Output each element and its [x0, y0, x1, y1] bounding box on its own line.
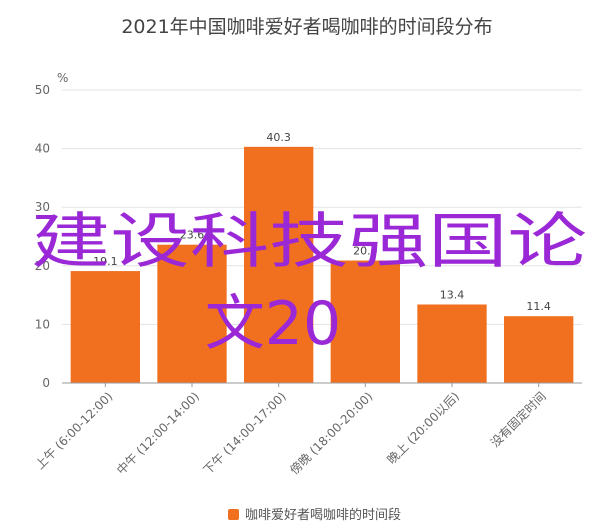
watermark-line-1: 建设科技强国论	[31, 207, 587, 277]
x-tick-label: 没有固定时间	[487, 389, 549, 451]
data-label: 40.3	[266, 131, 291, 144]
legend-swatch	[228, 509, 239, 520]
y-axis-unit: %	[57, 71, 68, 85]
y-tick-label: 50	[35, 83, 50, 97]
bar	[330, 260, 400, 383]
bars	[70, 146, 574, 383]
bar	[157, 244, 227, 383]
y-tick-label: 40	[35, 142, 50, 156]
x-tick-label: 中午 (12:00-14:00)	[113, 389, 202, 478]
legend-label: 咖啡爱好者喝咖啡的时间段	[245, 507, 401, 523]
data-label: 23.6	[180, 229, 205, 242]
x-tick-label: 上午 (6:00-12:00)	[33, 389, 116, 472]
data-label: 20.9	[353, 245, 378, 258]
data-label: 11.4	[526, 300, 551, 313]
bar	[70, 271, 140, 383]
y-axis-ticks: 0 10 20 30 40 50	[35, 83, 50, 390]
legend: 咖啡爱好者喝咖啡的时间段	[228, 507, 401, 523]
data-label: 19.1	[93, 255, 118, 268]
x-tick-label: 晚上 (20:00以后)	[385, 389, 463, 467]
data-labels: 19.1 23.6 40.3 20.9 13.4 11.4	[93, 131, 551, 313]
gridlines	[62, 89, 582, 325]
bar	[244, 146, 314, 383]
x-axis-ticks: 上午 (6:00-12:00)中午 (12:00-14:00)下午 (14:00…	[33, 383, 549, 477]
y-tick-label: 20	[35, 259, 50, 273]
x-tick-label: 傍晚 (18:00-20:00)	[287, 389, 376, 478]
bar	[417, 304, 487, 383]
y-tick-label: 30	[35, 200, 50, 214]
chart-title: 2021年中国咖啡爱好者喝咖啡的时间段分布	[121, 16, 492, 38]
data-label: 13.4	[440, 288, 465, 301]
y-tick-label: 0	[42, 376, 50, 390]
y-tick-label: 10	[35, 317, 50, 331]
x-tick-label: 下午 (14:00-17:00)	[201, 389, 289, 477]
watermark-line-2: 文20	[205, 289, 341, 359]
watermark: 建设科技强国论 文20	[31, 207, 587, 359]
bar	[504, 316, 574, 383]
